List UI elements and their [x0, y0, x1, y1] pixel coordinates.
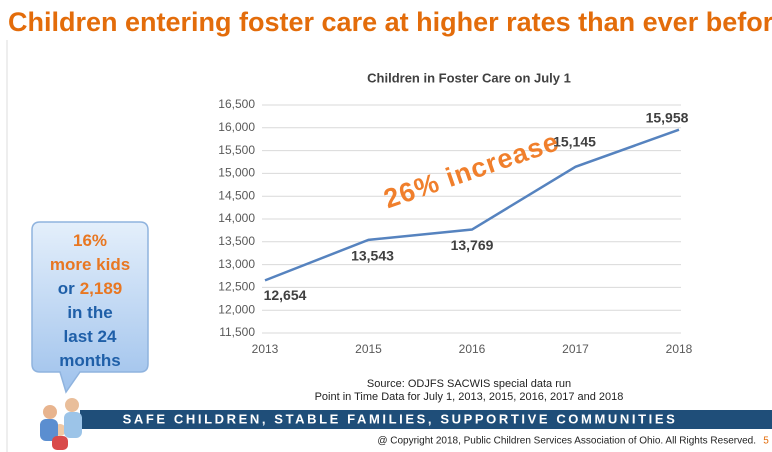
chart-title: Children in Foster Care on July 1 — [367, 70, 571, 85]
x-tick-label: 2015 — [355, 342, 382, 356]
callout-line: in the — [67, 303, 112, 322]
callout: 16% more kids or 2,189 in the last 24 months — [31, 221, 149, 394]
data-label: 15,958 — [646, 109, 689, 125]
y-tick-label: 13,000 — [218, 257, 255, 271]
callout-text: last 24 — [64, 327, 117, 346]
callout-line: months — [59, 351, 120, 370]
callout-text: 2,189 — [80, 279, 123, 298]
data-label: 15,145 — [553, 133, 596, 149]
callout-text: more kids — [50, 255, 130, 274]
callout-line: more kids — [50, 255, 130, 274]
data-label: 13,543 — [351, 248, 394, 264]
copyright: @ Copyright 2018, Public Children Servic… — [377, 436, 756, 447]
x-tick-label: 2018 — [666, 342, 693, 356]
callout-bubble — [31, 221, 149, 394]
callout-text: in the — [67, 303, 112, 322]
y-tick-label: 14,000 — [218, 211, 255, 225]
data-label: 13,769 — [451, 237, 494, 253]
family-icon — [40, 398, 82, 450]
page-number: 5 — [763, 436, 769, 447]
banner-text: SAFE CHILDREN, STABLE FAMILIES, SUPPORTI… — [123, 411, 678, 426]
callout-line: 16% — [73, 231, 107, 250]
callout-text: months — [59, 351, 120, 370]
callout-line: last 24 — [64, 327, 117, 346]
x-tick-label: 2016 — [459, 342, 486, 356]
source-line: Source: ODJFS SACWIS special data run — [367, 378, 571, 390]
slide-title: Children entering foster care at higher … — [8, 7, 772, 37]
y-tick-label: 16,000 — [218, 120, 255, 134]
y-tick-label: 16,500 — [218, 97, 255, 111]
x-tick-label: 2017 — [562, 342, 589, 356]
y-tick-label: 15,000 — [218, 166, 255, 180]
x-tick-label: 2013 — [252, 342, 279, 356]
callout-text: 16% — [73, 231, 107, 250]
y-tick-label: 12,500 — [218, 280, 255, 294]
data-label: 12,654 — [264, 287, 307, 303]
callout-line: or 2,189 — [58, 279, 123, 298]
source-line: Point in Time Data for July 1, 2013, 201… — [315, 391, 624, 403]
y-tick-label: 14,500 — [218, 188, 255, 202]
y-tick-label: 11,500 — [219, 325, 255, 339]
callout-text: or — [58, 279, 75, 298]
y-tick-label: 13,500 — [218, 234, 255, 248]
banner-bar — [80, 410, 772, 429]
y-tick-label: 12,000 — [218, 302, 255, 316]
y-tick-label: 15,500 — [218, 143, 255, 157]
data-line — [264, 128, 680, 282]
annotation: 26% increase — [380, 126, 563, 214]
